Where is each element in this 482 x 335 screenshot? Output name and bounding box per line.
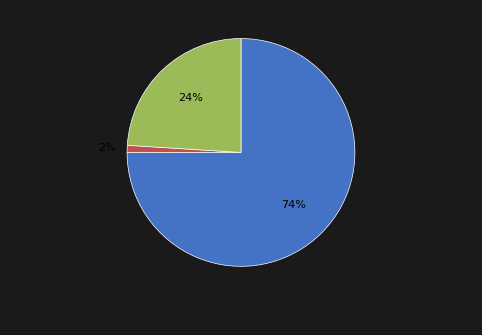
Wedge shape — [127, 39, 355, 266]
Wedge shape — [127, 39, 241, 152]
Text: 2%: 2% — [98, 143, 116, 153]
Text: 74%: 74% — [281, 200, 306, 210]
Wedge shape — [127, 145, 241, 152]
Text: 24%: 24% — [178, 93, 203, 104]
